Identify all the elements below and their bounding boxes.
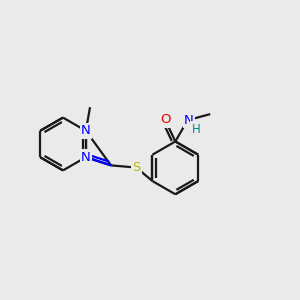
Text: N: N (81, 151, 91, 164)
Text: N: N (81, 124, 91, 137)
Text: H: H (192, 123, 200, 136)
Text: N: N (184, 114, 194, 127)
Text: S: S (132, 161, 141, 174)
Text: O: O (160, 113, 170, 126)
